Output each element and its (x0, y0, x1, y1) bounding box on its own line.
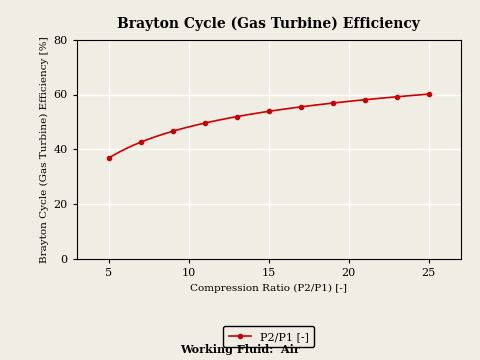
Title: Brayton Cycle (Gas Turbine) Efficiency: Brayton Cycle (Gas Turbine) Efficiency (117, 17, 420, 31)
Y-axis label: Brayton Cycle (Gas Turbine) Efficiency [%]: Brayton Cycle (Gas Turbine) Efficiency [… (40, 36, 49, 263)
Text: Working Fluid:  Air: Working Fluid: Air (180, 344, 300, 355)
Legend: P2/P1 [-]: P2/P1 [-] (223, 326, 314, 347)
X-axis label: Compression Ratio (P2/P1) [-]: Compression Ratio (P2/P1) [-] (190, 284, 348, 293)
